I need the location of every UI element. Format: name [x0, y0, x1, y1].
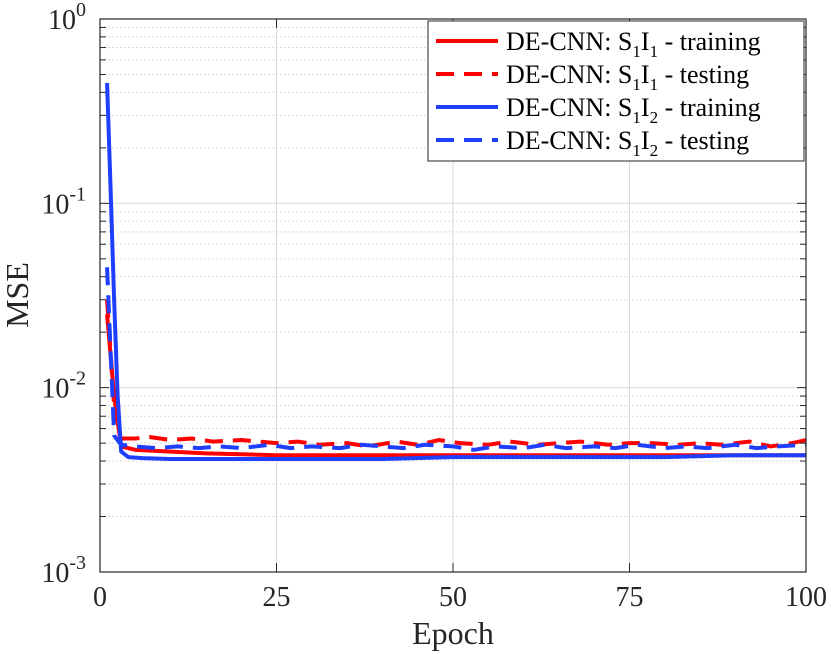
x-tick-label: 75 [616, 582, 644, 613]
y-axis-label: MSE [0, 262, 35, 328]
series-line-4 [105, 267, 806, 452]
x-tick-label: 0 [93, 582, 107, 613]
legend-label-1: DE-CNN: S1I1 - training [506, 27, 761, 61]
x-axis-label: Epoch [412, 615, 494, 651]
series-line-2 [105, 299, 806, 449]
x-tick-labels: 0 25 50 75 100 [93, 582, 827, 613]
x-tick-label: 25 [263, 582, 291, 613]
legend-label-2: DE-CNN: S1I1 - testing [506, 60, 749, 94]
x-tick-label: 50 [439, 582, 467, 613]
y-tick-label: 10-3 [41, 552, 86, 589]
y-tick-label: 10-1 [41, 183, 86, 220]
y-tick-label: 100 [48, 0, 86, 36]
series-line-3 [105, 82, 806, 462]
y-tick-label: 10-2 [41, 368, 86, 405]
legend-label-3: DE-CNN: S1I2 - training [506, 93, 761, 127]
x-tick-label: 100 [785, 582, 827, 613]
series-lines [105, 82, 806, 462]
legend-box [427, 20, 805, 162]
legend-label-4: DE-CNN: S1I2 - testing [506, 126, 749, 160]
y-tick-labels: 10-3 10-2 10-1 100 [41, 0, 86, 589]
